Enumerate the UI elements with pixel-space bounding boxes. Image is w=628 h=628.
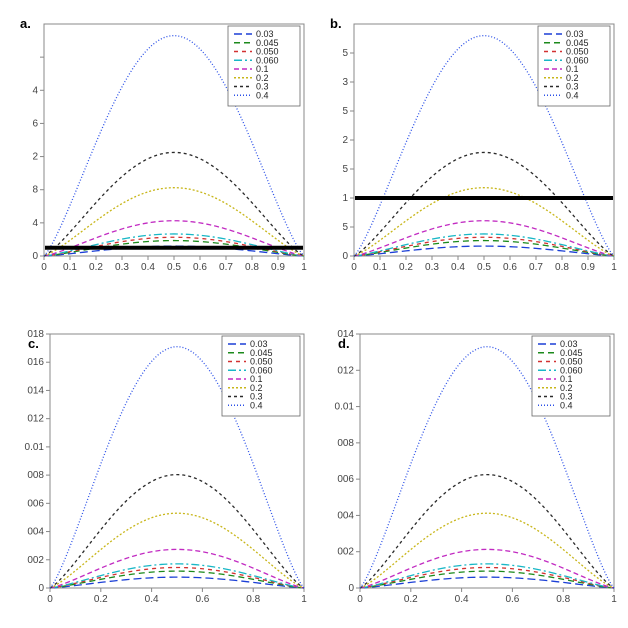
svg-text:1: 1	[611, 262, 617, 273]
legend-label: 0.4	[256, 90, 269, 100]
svg-text:002: 002	[337, 547, 354, 558]
svg-text:0.8: 0.8	[246, 594, 260, 605]
svg-text:3: 3	[342, 77, 348, 88]
svg-text:0.4: 0.4	[141, 262, 155, 273]
svg-text:5: 5	[342, 164, 348, 175]
svg-text:0.4: 0.4	[451, 262, 465, 273]
svg-text:0.7: 0.7	[219, 262, 233, 273]
panel-d: 00.20.40.60.8100020040060080.010120140.0…	[318, 318, 618, 618]
svg-text:0.3: 0.3	[425, 262, 439, 273]
svg-text:0.5: 0.5	[477, 262, 491, 273]
chart-d: 00.20.40.60.8100020040060080.010120140.0…	[318, 318, 618, 618]
svg-text:006: 006	[27, 498, 44, 509]
svg-text:1: 1	[301, 594, 307, 605]
panel-b: 00.10.20.30.40.50.60.70.80.91051525350.0…	[318, 8, 618, 286]
panel-label-a: a.	[20, 16, 31, 31]
chart-a: 00.10.20.30.40.50.60.70.80.910482640.030…	[8, 8, 308, 286]
svg-text:0.6: 0.6	[193, 262, 207, 273]
svg-text:0.2: 0.2	[94, 594, 108, 605]
svg-text:014: 014	[27, 385, 44, 396]
legend-label: 0.4	[560, 400, 573, 410]
svg-text:016: 016	[27, 357, 44, 368]
svg-text:0: 0	[38, 583, 44, 594]
svg-text:012: 012	[337, 365, 354, 376]
panel-label-d: d.	[338, 336, 350, 351]
chart-b: 00.10.20.30.40.50.60.70.80.91051525350.0…	[318, 8, 618, 286]
svg-text:0.6: 0.6	[195, 594, 209, 605]
svg-text:004: 004	[337, 510, 354, 521]
svg-text:0.2: 0.2	[399, 262, 413, 273]
svg-text:0: 0	[348, 583, 354, 594]
svg-text:2: 2	[32, 152, 38, 163]
svg-text:8: 8	[32, 185, 38, 196]
svg-text:008: 008	[337, 438, 354, 449]
svg-text:0.8: 0.8	[555, 262, 569, 273]
svg-text:0: 0	[47, 594, 53, 605]
svg-text:5: 5	[342, 48, 348, 59]
svg-text:004: 004	[27, 527, 44, 538]
svg-text:0: 0	[351, 262, 357, 273]
svg-text:0: 0	[32, 251, 38, 262]
panel-label-b: b.	[330, 16, 342, 31]
svg-text:6: 6	[32, 118, 38, 129]
svg-text:0.01: 0.01	[25, 442, 45, 453]
svg-text:0.2: 0.2	[404, 594, 418, 605]
svg-text:0.5: 0.5	[167, 262, 181, 273]
chart-c: 0 0.2 0.4 0.6 0.8 1 0 002 004 006 008 0.01 012 014 016…	[8, 318, 308, 618]
svg-text:4: 4	[32, 85, 38, 96]
svg-text:5: 5	[342, 106, 348, 117]
legend-label: 0.4	[250, 400, 263, 410]
svg-text:0.2: 0.2	[89, 262, 103, 273]
svg-text:0.01: 0.01	[335, 402, 355, 413]
svg-text:0: 0	[41, 262, 47, 273]
svg-text:0.7: 0.7	[529, 262, 543, 273]
svg-text:0.9: 0.9	[581, 262, 595, 273]
panel-a: 00.10.20.30.40.50.60.70.80.910482640.030…	[8, 8, 308, 286]
svg-text:0.4: 0.4	[145, 594, 159, 605]
svg-text:4: 4	[32, 218, 38, 229]
svg-text:012: 012	[27, 414, 44, 425]
svg-text:0.8: 0.8	[245, 262, 259, 273]
legend-label: 0.4	[566, 90, 579, 100]
svg-text:008: 008	[27, 470, 44, 481]
svg-text:2: 2	[342, 135, 348, 146]
svg-text:5: 5	[342, 222, 348, 233]
panel-label-c: c.	[28, 336, 39, 351]
svg-text:0: 0	[342, 251, 348, 262]
svg-text:0.3: 0.3	[115, 262, 129, 273]
svg-text:0.9: 0.9	[271, 262, 285, 273]
svg-text:1: 1	[342, 193, 348, 204]
svg-text:006: 006	[337, 474, 354, 485]
svg-text:0: 0	[357, 594, 363, 605]
svg-text:0.4: 0.4	[455, 594, 469, 605]
svg-text:0.1: 0.1	[63, 262, 77, 273]
svg-text:1: 1	[301, 262, 307, 273]
svg-text:0.6: 0.6	[505, 594, 519, 605]
svg-text:002: 002	[27, 555, 44, 566]
svg-text:0.6: 0.6	[503, 262, 517, 273]
svg-text:1: 1	[611, 594, 617, 605]
panel-c: 0 0.2 0.4 0.6 0.8 1 0 002 004 006 008 0.01 012 014 016…	[8, 318, 308, 618]
svg-text:0.1: 0.1	[373, 262, 387, 273]
svg-text:0.8: 0.8	[556, 594, 570, 605]
